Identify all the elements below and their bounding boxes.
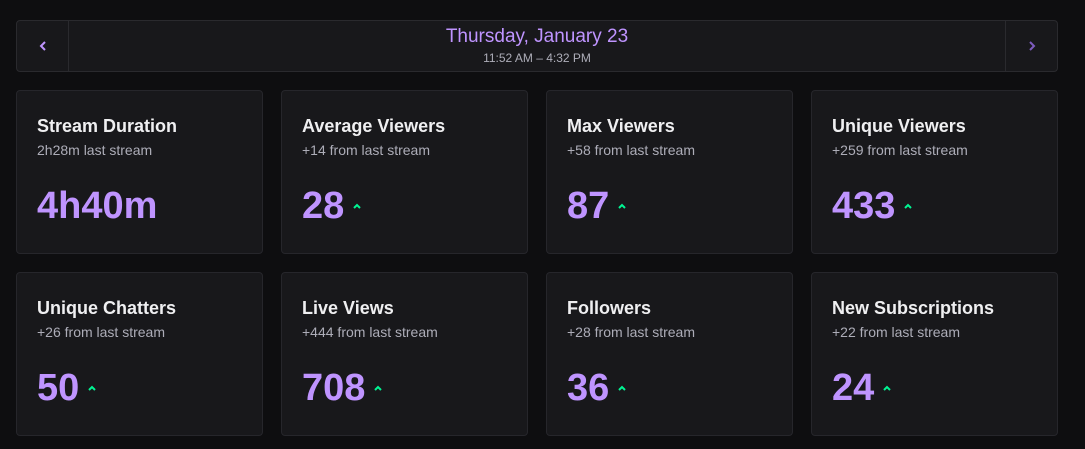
stat-value: 50: [37, 367, 80, 409]
stats-grid: Stream Duration 2h28m last stream 4h40m …: [16, 90, 1058, 436]
trend-up-icon: [883, 385, 891, 391]
stat-card-max-viewers: Max Viewers +58 from last stream 87: [546, 90, 793, 254]
trend-up-icon: [353, 203, 361, 209]
trend-up-icon: [374, 385, 383, 391]
stat-value-row: 36: [567, 365, 627, 411]
stat-value: 87: [567, 185, 610, 227]
stat-title: Followers: [567, 298, 652, 318]
stat-value-row: 87: [567, 183, 627, 229]
chevron-right-icon: [1028, 41, 1035, 51]
stat-comparison: +444 from last stream: [302, 324, 438, 340]
stat-value: 433: [832, 185, 896, 227]
stat-value: 4h40m: [37, 185, 158, 227]
stat-card-live-views: Live Views +444 from last stream 708: [281, 272, 528, 436]
stat-value: 36: [567, 367, 610, 409]
stat-title: Unique Chatters: [37, 298, 177, 318]
stream-date: Thursday, January 23 11:52 AM – 4:32 PM: [69, 21, 1005, 71]
stat-title: Unique Viewers: [832, 116, 966, 136]
stat-value-row: 708: [302, 365, 383, 411]
stat-title: Stream Duration: [37, 116, 178, 136]
stat-title: Live Views: [302, 298, 394, 318]
stat-title: Max Viewers: [567, 116, 675, 136]
stat-value-row: 28: [302, 183, 362, 229]
stat-card-followers: Followers +28 from last stream 36: [546, 272, 793, 436]
next-stream-button[interactable]: [1005, 21, 1057, 71]
stat-title: Average Viewers: [302, 116, 446, 136]
stat-card-unique-chatters: Unique Chatters +26 from last stream 50: [16, 272, 263, 436]
stream-date-title: Thursday, January 23: [445, 26, 629, 47]
date-navigator: Thursday, January 23 11:52 AM – 4:32 PM: [16, 20, 1058, 72]
trend-up-icon: [618, 203, 626, 209]
stat-value-row: 50: [37, 365, 97, 411]
stat-comparison: +58 from last stream: [567, 142, 695, 158]
stat-comparison: +14 from last stream: [302, 142, 430, 158]
stat-card-unique-viewers: Unique Viewers +259 from last stream 433: [811, 90, 1058, 254]
stat-value: 28: [302, 185, 345, 227]
previous-stream-button[interactable]: [17, 21, 69, 71]
stat-title: New Subscriptions: [832, 298, 995, 318]
stat-comparison: 2h28m last stream: [37, 142, 153, 158]
stat-value-row: 433: [832, 183, 913, 229]
stat-value-row: 24: [832, 365, 892, 411]
stat-card-stream-duration: Stream Duration 2h28m last stream 4h40m: [16, 90, 263, 254]
trend-up-icon: [88, 385, 96, 391]
stat-card-new-subscriptions: New Subscriptions +22 from last stream 2…: [811, 272, 1058, 436]
chevron-left-icon: [39, 41, 46, 51]
stat-comparison: +259 from last stream: [832, 142, 968, 158]
stat-value-row: 4h40m: [37, 183, 157, 229]
stat-comparison: +28 from last stream: [567, 324, 695, 340]
stat-comparison: +22 from last stream: [832, 324, 960, 340]
stat-value: 708: [302, 367, 366, 409]
trend-up-icon: [618, 385, 626, 391]
stream-time-range: 11:52 AM – 4:32 PM: [483, 51, 591, 65]
stat-comparison: +26 from last stream: [37, 324, 165, 340]
stat-value: 24: [832, 367, 875, 409]
stat-card-average-viewers: Average Viewers +14 from last stream 28: [281, 90, 528, 254]
trend-up-icon: [904, 203, 913, 209]
